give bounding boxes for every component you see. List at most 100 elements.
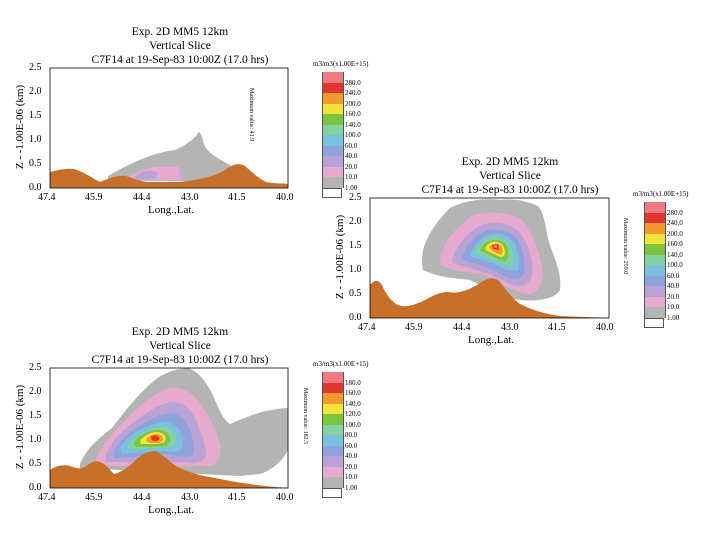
legend-label: 120.0: [345, 410, 361, 418]
legend-entry: 140.0: [644, 244, 704, 259]
panel1-ytick-0.5: 0.5: [29, 158, 42, 169]
panel3-xaxis-label: Long.,Lat.: [148, 504, 195, 516]
legend-label: 200.0: [667, 229, 683, 238]
panel1-legend-swatches: 280.0 240.0 200.0 160.0 140.0 100.0 60.0 40.0 20…: [322, 72, 382, 198]
panel2-xtick-44.4: 44.4: [453, 322, 471, 333]
legend-entry: 60.0: [322, 435, 382, 450]
legend-entry: 1.00: [644, 307, 704, 322]
legend-entry: 60.0: [644, 265, 704, 280]
legend-swatch: [644, 233, 666, 244]
legend-swatch: [322, 393, 344, 404]
legend-label: 60.0: [667, 271, 680, 280]
legend-label: 160.0: [667, 240, 683, 248]
legend-label: 240.0: [345, 89, 361, 97]
panel1-contour-1: [108, 132, 233, 182]
panel3-title-line1: Exp. 2D MM5 12km: [131, 326, 229, 338]
legend-swatch: [322, 445, 344, 456]
panel1-xtick-43.0: 43.0: [181, 192, 199, 203]
panel3-title-line2: Vertical Slice: [149, 340, 211, 352]
panel2-ytick-1.5: 1.5: [349, 240, 362, 251]
panel2-plot-area: [369, 197, 610, 319]
panel2-ytick-2.5: 2.5: [349, 192, 362, 203]
panel2-ytick-0.5: 0.5: [349, 288, 362, 299]
panel1-ytick-2.0: 2.0: [29, 86, 42, 97]
panel2-ytick-2.0: 2.0: [349, 216, 362, 227]
panel2-legend-units: m3/m3(x1.00E+15): [633, 190, 689, 198]
panel1-title-line2: Vertical Slice: [149, 40, 211, 52]
panel2-xtick-43.0: 43.0: [501, 322, 519, 333]
panel1-ytick-1.0: 1.0: [29, 134, 42, 145]
legend-swatch: [644, 223, 666, 234]
panel3-plot-area: [49, 367, 289, 489]
panel3-xtick-41.5: 41.5: [228, 492, 246, 503]
legend-swatch: [644, 244, 666, 255]
legend-swatch: [644, 286, 666, 297]
legend-entry: 280.0: [644, 202, 704, 217]
panel2-title-line1: Exp. 2D MM5 12km: [461, 156, 559, 168]
legend-label: 1.00: [345, 183, 358, 192]
legend-swatch: [322, 82, 344, 93]
panel3-legend: 180.0 160.0 140.0 120.0 100.0 80.0 60.0 40.0 20.…: [322, 372, 382, 498]
legend-swatch: [322, 145, 344, 156]
panel2-title-line2: Vertical Slice: [479, 170, 541, 182]
panel3-xtick-43.0: 43.0: [181, 492, 199, 503]
panel2-terrain: [370, 278, 609, 318]
legend-swatch: [322, 166, 344, 177]
legend-swatch: [322, 93, 344, 104]
legend-entry: 10.0: [322, 166, 382, 181]
legend-entry: 160.0: [322, 382, 382, 397]
panel1-legend-units: m3/m3(x1.00E+15): [313, 60, 369, 68]
legend-swatch: [322, 382, 344, 393]
legend-label: 100.0: [667, 261, 683, 269]
legend-swatch: [644, 212, 666, 223]
legend-entry: 10.0: [644, 296, 704, 311]
legend-label: 1.00: [345, 483, 358, 492]
legend-entry: 240.0: [322, 82, 382, 97]
legend-entry: 20.0: [322, 156, 382, 171]
legend-entry: 180.0: [322, 372, 382, 387]
legend-swatch: [322, 114, 344, 125]
panel1-title-line3: C7F14 at 19-Sep-83 10:00Z (17.0 hrs): [91, 54, 269, 66]
legend-label: 10.0: [345, 473, 358, 481]
legend-label: 10.0: [667, 303, 680, 311]
legend-entry: 100.0: [322, 124, 382, 139]
panel2-xaxis-label: Long.,Lat.: [468, 334, 515, 346]
legend-label: 280.0: [667, 208, 683, 217]
panel1-xtick-41.5: 41.5: [228, 192, 246, 203]
legend-entry: 240.0: [644, 212, 704, 227]
panel3-ytick-0.0: 0.0: [29, 482, 42, 493]
panel1-plot-area: [49, 67, 289, 189]
legend-label: 40.0: [345, 152, 358, 160]
panel1-contour-20: [135, 170, 158, 180]
legend-swatch: [322, 435, 344, 446]
legend-label: 60.0: [345, 141, 358, 150]
legend-label: 40.0: [345, 452, 358, 460]
legend-entry: 200.0: [322, 93, 382, 108]
legend-label: 100.0: [345, 131, 361, 139]
legend-label: 20.0: [345, 162, 358, 171]
legend-label: 140.0: [667, 250, 683, 259]
panel2-legend: 280.0 240.0 200.0 160.0 140.0 100.0 60.0 40.0 20…: [644, 202, 704, 328]
panel3-terrain: [50, 451, 288, 488]
legend-label: 40.0: [667, 282, 680, 290]
panel1-xtick-47.4: 47.4: [38, 192, 56, 203]
legend-swatch: [322, 477, 344, 488]
legend-label: 140.0: [345, 399, 361, 408]
panel2-xtick-41.5: 41.5: [548, 322, 566, 333]
legend-entry: 40.0: [322, 145, 382, 160]
panel1-title-line1: Exp. 2D MM5 12km: [131, 26, 229, 38]
legend-label: 20.0: [667, 292, 680, 301]
panel2-ytick-0.0: 0.0: [349, 312, 362, 323]
legend-swatch: [644, 254, 666, 265]
legend-entry: 40.0: [644, 275, 704, 290]
panel1-contour-box: [160, 165, 181, 180]
legend-entry: 100.0: [322, 414, 382, 429]
panel3-side-note: Maximum value: 182.5: [302, 388, 308, 445]
panel1-ytick-1.5: 1.5: [29, 110, 42, 121]
panel3-ytick-1.0: 1.0: [29, 434, 42, 445]
legend-entry: 160.0: [644, 233, 704, 248]
legend-label: 20.0: [345, 462, 358, 471]
panel3-ytick-0.5: 0.5: [29, 458, 42, 469]
legend-entry: 200.0: [644, 223, 704, 238]
